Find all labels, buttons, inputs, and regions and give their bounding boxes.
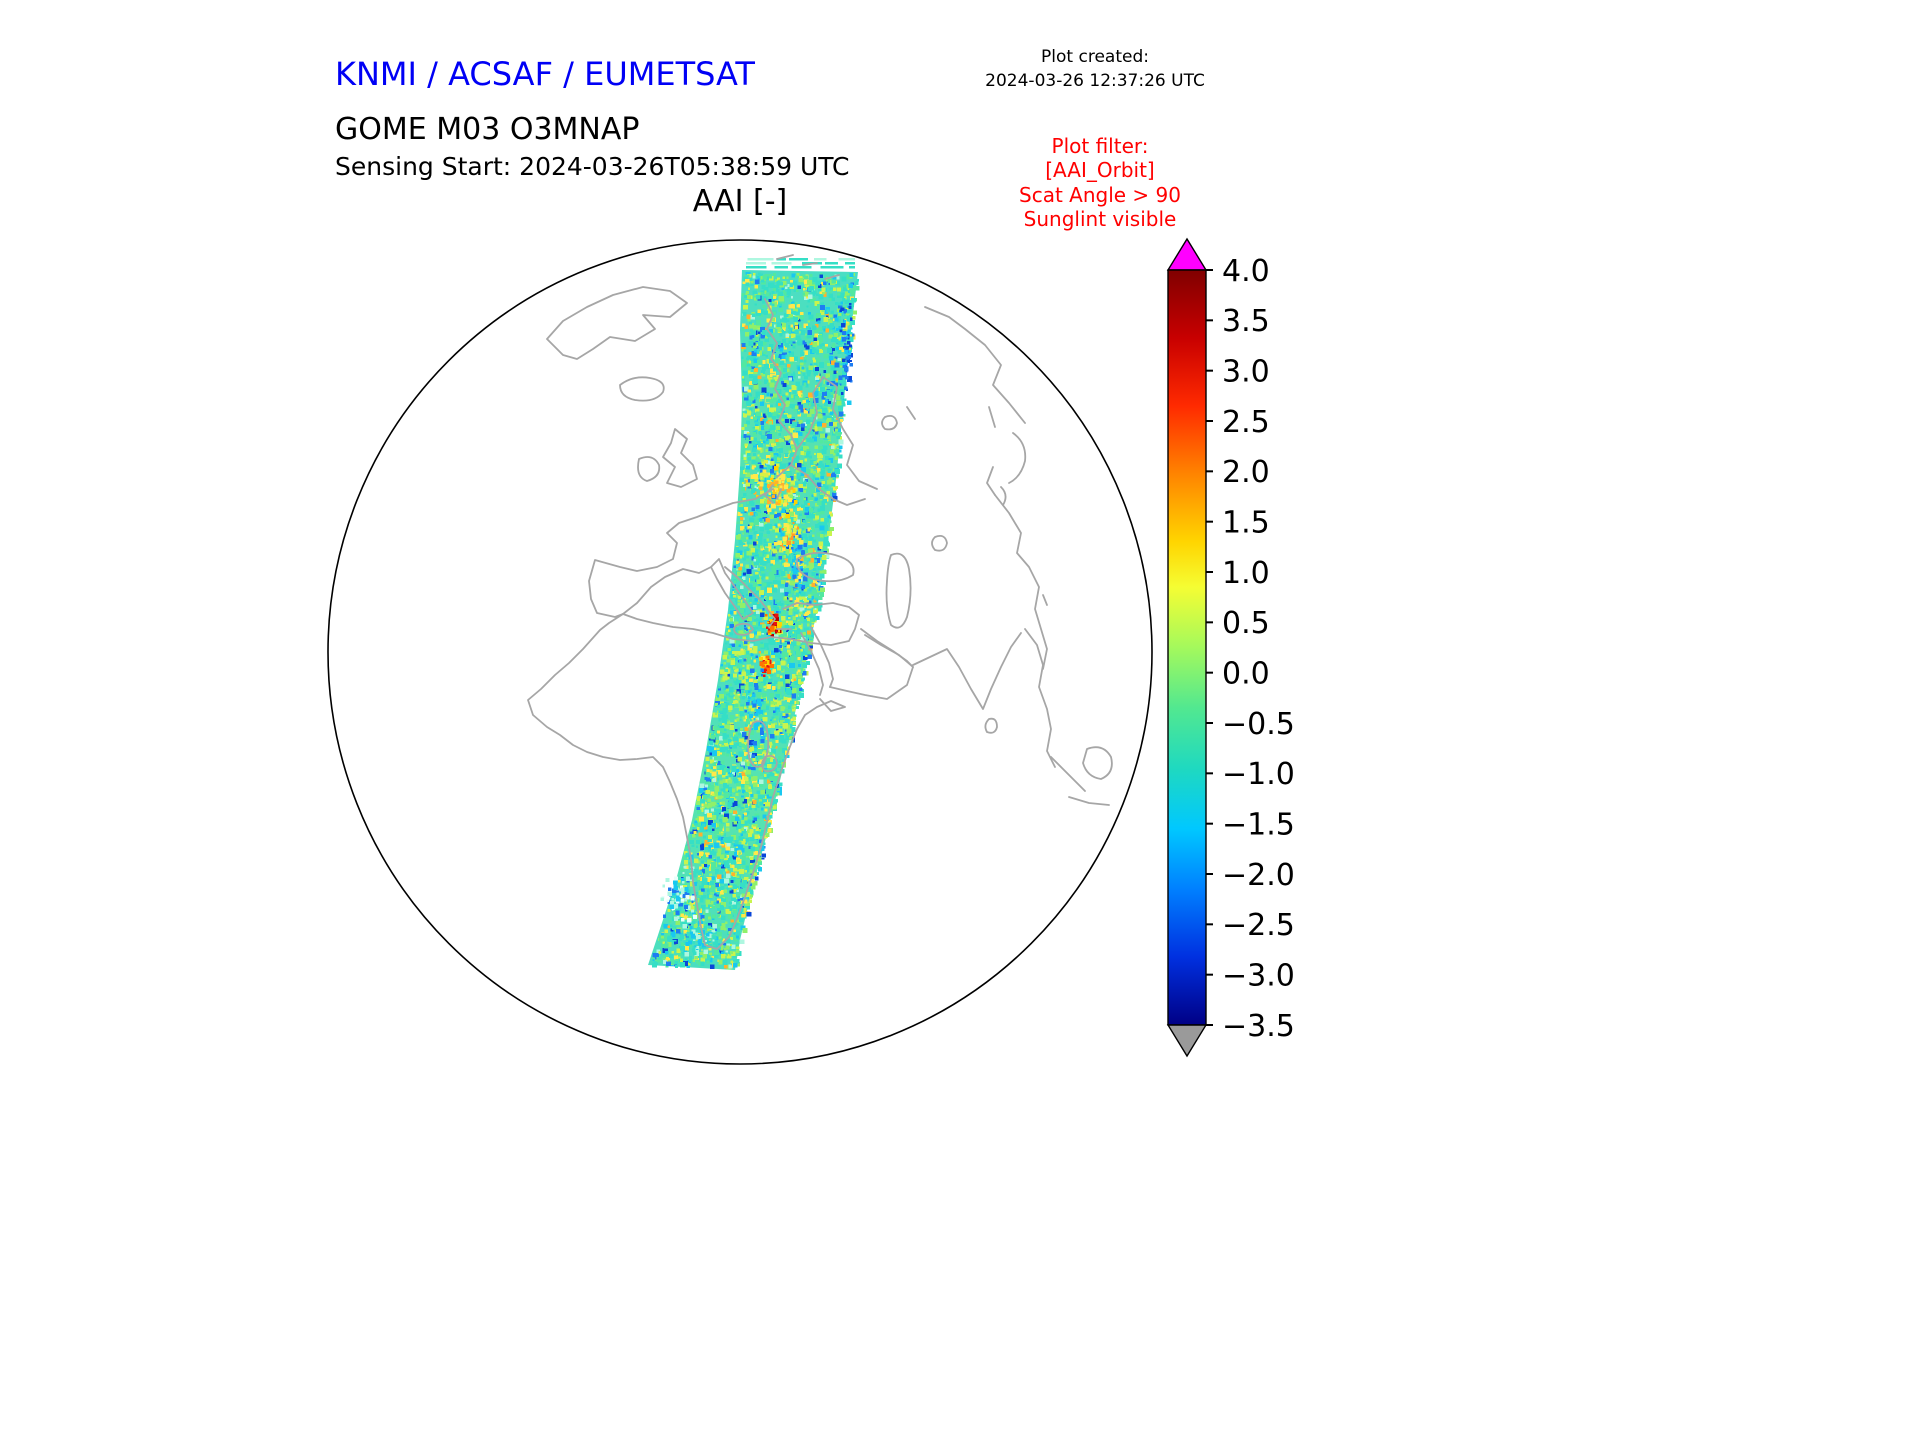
coastline-turkey-levant-nafrica [622, 602, 860, 646]
coastline-greenland [546, 286, 688, 360]
colorbar-tick-label: 3.0 [1222, 354, 1270, 389]
coastline-sri-lanka [984, 717, 998, 734]
plot-filter-line: Sunglint visible [1023, 207, 1177, 232]
product-title: GOME M03 O3MNAP [335, 112, 640, 147]
coastline-borneo [1082, 746, 1113, 780]
coastline-aral [931, 534, 948, 552]
colorbar-ticks: 4.0 3.5 3.0 2.5 2.0 1.5 1.0 0.5 0.0 −0.5 −1.0 −1.5 −… [1206, 254, 1295, 1044]
coastline-italy [710, 558, 754, 620]
globe-outline [327, 239, 1153, 1065]
coastline-balkans-greece [724, 566, 776, 628]
colorbar-tick-label: 2.5 [1222, 405, 1270, 440]
swath-data-pixels [652, 258, 860, 970]
colorbar-tick-label: −3.5 [1222, 1009, 1295, 1044]
colorbar-tick-label: −2.5 [1222, 908, 1295, 943]
coastlines [527, 254, 1113, 950]
coastline-svalbard [776, 254, 840, 280]
colorbar-tick-label: 4.0 [1222, 254, 1270, 289]
coastline-sakhalin [988, 406, 996, 428]
coastline-taiwan [1042, 594, 1048, 606]
colorbar-tick-label: 1.5 [1222, 505, 1270, 540]
coastline-red-sea [800, 626, 834, 696]
plot-created-value: 2024-03-26 12:37:26 UTC [985, 70, 1205, 91]
coastline-iran-gulf [860, 628, 914, 668]
coastline-ne-asia [924, 306, 1026, 424]
coastline-west-europe [588, 488, 774, 618]
colorbar-tick-label: −3.0 [1222, 958, 1295, 993]
coastline-iceland [619, 376, 665, 402]
plot-filter-line: Scat Angle > 90 [1019, 182, 1181, 207]
coastline-china [994, 494, 1048, 670]
coastline-india [912, 632, 1022, 710]
coastline-spain-med [622, 566, 712, 615]
coastline-caspian [885, 552, 912, 629]
coastline-indochina [1024, 628, 1056, 768]
coastline-madagascar [747, 720, 770, 768]
plot-filter-line: [AAI_Orbit] [1045, 158, 1155, 183]
org-title: KNMI / ACSAF / EUMETSAT [335, 55, 755, 93]
colorbar: 4.0 3.5 3.0 2.5 2.0 1.5 1.0 0.5 0.0 −0.5 −1.0 −1.5 −… [1166, 237, 1295, 1058]
plot-created-label: Plot created: [1041, 47, 1149, 67]
coastline-finland [796, 376, 878, 490]
coastline-korea [986, 466, 996, 496]
coastline-lake-victoria [761, 754, 778, 773]
colorbar-over-arrow [1166, 237, 1208, 271]
colorbar-gradient-bar [1167, 269, 1207, 1026]
colorbar-tick-label: −1.5 [1222, 807, 1295, 842]
coastline-black-sea [795, 551, 855, 583]
colorbar-tick-label: 0.0 [1222, 656, 1270, 691]
colorbar-tick-label: −0.5 [1222, 707, 1295, 742]
colorbar-tick-label: 2.0 [1222, 455, 1270, 490]
colorbar-tick-label: −1.0 [1222, 757, 1295, 792]
colorbar-under-arrow [1166, 1024, 1208, 1058]
coastline-denmark [764, 484, 782, 504]
plot-created: Plot created: 2024-03-26 12:37:26 UTC [930, 46, 1260, 94]
coastline-nw-russia-lakes [881, 406, 916, 431]
coastline-indonesia [1050, 756, 1110, 806]
coastline-ireland [637, 456, 661, 482]
chart-title: AAI [-] [692, 184, 788, 219]
colorbar-tick-label: 1.0 [1222, 556, 1270, 591]
coastline-arabia [829, 634, 914, 700]
coastline-sicily [733, 622, 754, 636]
plot-filter-line: Plot filter: [1051, 134, 1149, 158]
colorbar-tick-label: 0.5 [1222, 606, 1270, 641]
coastline-britain [662, 428, 698, 488]
plot-filter: Plot filter: [AAI_Orbit] Scat Angle > 90… [980, 134, 1220, 232]
colorbar-tick-label: −2.0 [1222, 858, 1295, 893]
globe-map [327, 239, 1153, 1065]
colorbar-tick-label: 3.5 [1222, 304, 1270, 339]
coastline-baltic [790, 464, 866, 506]
coastline-japan [1000, 432, 1027, 506]
coastline-africa [527, 613, 846, 950]
sensing-start: Sensing Start: 2024-03-26T05:38:59 UTC [335, 152, 850, 181]
